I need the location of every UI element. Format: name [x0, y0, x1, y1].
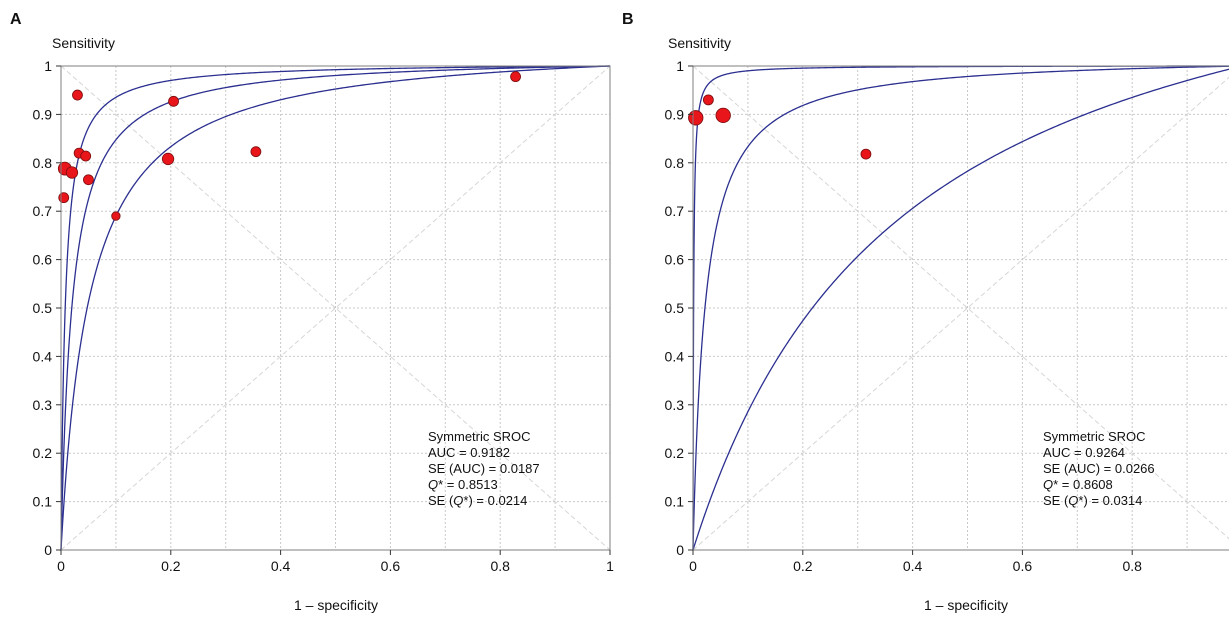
- panel-b-y-tick-label: 0.8: [665, 155, 685, 171]
- panel-a-diagonal-guides: [60, 65, 611, 551]
- panel-b-stats-se-q-prefix: SE (: [1043, 493, 1069, 508]
- panel-b-y-tick-label: 0.6: [665, 252, 685, 268]
- panel-b-stats-q-symbol: Q: [1043, 477, 1053, 492]
- panel-b-stats-se-q: SE (Q*) = 0.0314: [1043, 493, 1142, 508]
- panel-b-stats-se-q-suffix: *) = 0.0314: [1078, 493, 1142, 508]
- panel-b-y-tick-label: 0.2: [665, 445, 685, 461]
- panel-b-stats-q-value: * = 0.8608: [1053, 477, 1113, 492]
- panel-a-study-point: [72, 89, 83, 101]
- panel-a-study-point: [80, 150, 92, 162]
- panel-b-y-tick-label: 0.3: [665, 397, 685, 413]
- panel-a-x-tick-label: 0.8: [490, 558, 510, 574]
- panel-a-study-point: [510, 71, 521, 83]
- panel-b-stats-se-auc: SE (AUC) = 0.0266: [1043, 461, 1155, 476]
- panel-b-sroc-curve: [692, 65, 1229, 550]
- panel-a-y-ticks: 0 0.1 0.2 0.3 0.4 0.5 0.6 0.7 0.8 0.9 1: [33, 58, 61, 558]
- panel-b-study-point: [688, 110, 704, 126]
- panel-a-study-point: [111, 211, 121, 221]
- panel-a-stats-se-auc: SE (AUC) = 0.0187: [428, 461, 540, 476]
- panel-a-stats-box: Symmetric SROC AUC = 0.9182 SE (AUC) = 0…: [428, 429, 540, 508]
- panel-b-stats-auc: AUC = 0.9264: [1043, 445, 1125, 460]
- panel-a-sroc-curve: [60, 65, 611, 550]
- panel-b-chance-diagonal: [692, 76, 1229, 551]
- panel-a-y-tick-label: 0.6: [33, 252, 53, 268]
- panel-b-x-tick-label: 0.8: [1122, 558, 1142, 574]
- panel-b-x-tick-label: 0.4: [903, 558, 923, 574]
- panel-a-x-axis-title: 1 – specificity: [294, 597, 378, 613]
- panel-b-symmetry-diagonal: [692, 65, 1229, 540]
- panel-b-y-tick-label: 0.7: [665, 203, 685, 219]
- panel-b-x-tick-label: 0.2: [793, 558, 813, 574]
- panel-a-study-point: [161, 152, 175, 166]
- panel-a-stats-se-q-suffix: *) = 0.0214: [463, 493, 527, 508]
- panel-a-study-point: [58, 192, 70, 204]
- panel-a-x-tick-label: 1: [606, 558, 614, 574]
- panel-b-x-tick-label: 0: [689, 558, 697, 574]
- panel-b-y-tick-label: 0: [676, 542, 684, 558]
- panel-b-y-ticks: 0 0.1 0.2 0.3 0.4 0.5 0.6 0.7 0.8 0.9 1: [665, 58, 693, 558]
- panel-a-y-tick-label: 0.2: [33, 445, 53, 461]
- panel-a-sroc-chart: A Sensitivity 1 – specificity 0 0.2 0.4 0.6…: [10, 11, 614, 613]
- panel-a-y-tick-label: 0.8: [33, 155, 53, 171]
- panel-a-x-tick-label: 0.4: [271, 558, 291, 574]
- panel-a-y-tick-label: 0: [44, 542, 52, 558]
- panel-a-y-tick-label: 0.9: [33, 106, 53, 122]
- panel-b-letter: B: [622, 11, 634, 28]
- panel-a-stats-q: Q* = 0.8513: [428, 477, 498, 492]
- panel-b-study-point: [860, 148, 872, 160]
- panel-b-x-axis-title: 1 – specificity: [924, 597, 1008, 613]
- panel-b-stats-se-q-symbol: Q: [1068, 493, 1078, 508]
- panel-a-y-tick-label: 0.1: [33, 494, 53, 510]
- panel-b-sroc-curve: [692, 68, 1229, 551]
- panel-b-study-point: [715, 107, 731, 124]
- panel-b-stats-box: Symmetric SROC AUC = 0.9264 SE (AUC) = 0…: [1043, 429, 1155, 508]
- panel-b-stats-q: Q* = 0.8608: [1043, 477, 1113, 492]
- panel-a-y-tick-label: 0.3: [33, 397, 53, 413]
- panel-a-gridlines: [61, 66, 610, 550]
- panel-a-stats-q-symbol: Q: [428, 477, 438, 492]
- panel-b-x-tick-label: 0.6: [1013, 558, 1033, 574]
- panel-a-symmetry-diagonal: [60, 65, 611, 551]
- panel-b-x-ticks: 0 0.2 0.4 0.6 0.8: [689, 550, 1142, 574]
- panel-a-stats-se-q: SE (Q*) = 0.0214: [428, 493, 527, 508]
- panel-a-y-tick-label: 0.5: [33, 300, 53, 316]
- panel-a-stats-auc: AUC = 0.9182: [428, 445, 510, 460]
- panel-b-sroc-chart: B Sensitivity 1 – specificity 0 0.2 0.4 0.6…: [622, 11, 1229, 613]
- panel-a-stats-q-value: * = 0.8513: [438, 477, 498, 492]
- panel-a-y-axis-title: Sensitivity: [52, 35, 115, 51]
- panel-b-y-tick-label: 0.5: [665, 300, 685, 316]
- panel-a-x-ticks: 0 0.2 0.4 0.6 0.8 1: [57, 550, 614, 574]
- panel-a-x-tick-label: 0.2: [161, 558, 181, 574]
- panel-a-y-tick-label: 0.4: [33, 348, 53, 364]
- panel-a-x-tick-label: 0.6: [381, 558, 401, 574]
- panel-a-y-tick-label: 0.7: [33, 203, 53, 219]
- panel-b-diagonal-guides: [692, 65, 1229, 551]
- panel-b-y-tick-label: 1: [676, 58, 684, 74]
- panel-b-stats-heading: Symmetric SROC: [1043, 429, 1146, 444]
- panel-a-y-tick-label: 1: [44, 58, 52, 74]
- panel-a-stats-heading: Symmetric SROC: [428, 429, 531, 444]
- panel-a-sroc-curve: [60, 65, 611, 550]
- panel-b-study-point: [702, 94, 714, 106]
- panel-a-chance-diagonal: [60, 65, 611, 551]
- panel-a-study-point: [83, 174, 94, 186]
- panel-a-stats-se-q-symbol: Q: [453, 493, 463, 508]
- panel-b-y-tick-label: 0.1: [665, 494, 685, 510]
- panel-b-y-tick-label: 0.4: [665, 348, 685, 364]
- panel-b-gridlines: [693, 66, 1229, 550]
- panel-a-stats-se-q-prefix: SE (: [428, 493, 454, 508]
- panel-a-study-point: [65, 166, 79, 179]
- panel-a-study-point: [168, 95, 179, 107]
- panel-b-y-axis-title: Sensitivity: [668, 35, 731, 51]
- panel-a-study-point: [250, 146, 262, 158]
- panel-b-y-tick-label: 0.9: [665, 106, 685, 122]
- panel-a-x-tick-label: 0: [57, 558, 65, 574]
- panel-a-letter: A: [10, 11, 22, 28]
